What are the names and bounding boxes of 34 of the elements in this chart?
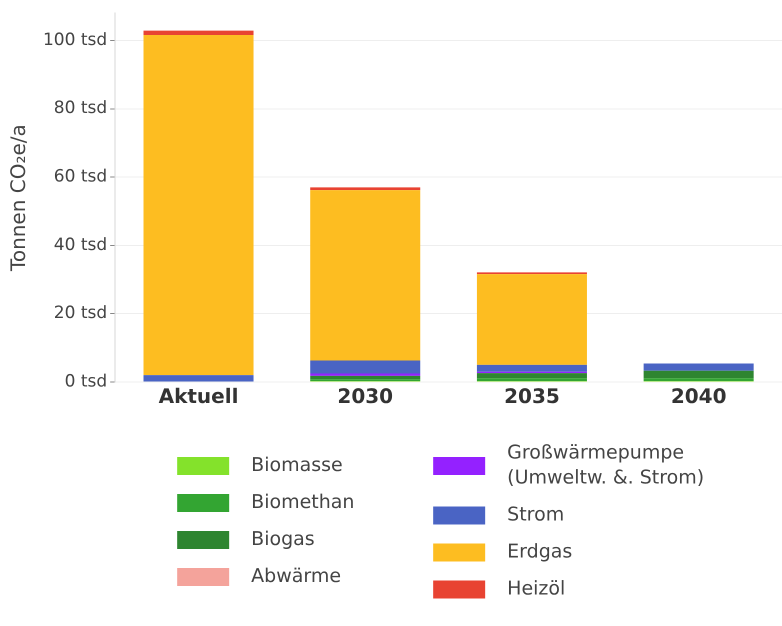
bar — [476, 378, 587, 381]
bar — [310, 190, 420, 360]
y-tick-label: 60 tsd — [54, 166, 108, 187]
x-tick-label: 2035 — [504, 384, 560, 408]
x-tick-label: 2040 — [670, 384, 726, 408]
bar — [310, 376, 420, 380]
bar — [644, 364, 754, 371]
y-tick-label: 80 tsd — [54, 98, 108, 118]
bar — [476, 373, 587, 378]
x-tick-label: Aktuell — [158, 384, 238, 408]
x-tick-label: 2030 — [337, 384, 394, 408]
y-tick-label: 100 tsd — [42, 30, 108, 50]
legend-label: Großwärmepumpe (Umweltw. &. Strom) — [507, 441, 704, 488]
legend-label: Biomasse — [251, 454, 343, 476]
y-tick-label: 20 tsd — [54, 303, 108, 324]
legend-label: Erdgas — [507, 540, 572, 562]
bar — [310, 373, 420, 376]
legend-label: Abwärme — [251, 564, 342, 587]
legend-label: Biogas — [251, 528, 315, 550]
y-axis-title: Tonnen CO₂e/a — [6, 124, 30, 272]
bar — [144, 375, 254, 382]
bar — [476, 364, 587, 372]
legend-label: Biomethan — [251, 490, 354, 513]
y-tick-label: 40 tsd — [54, 234, 108, 255]
bar — [310, 187, 420, 190]
bar — [644, 378, 754, 381]
bar — [476, 274, 587, 365]
y-tick-label: 0 tsd — [64, 371, 108, 392]
bar — [144, 35, 254, 376]
legend-label: Heizöl — [507, 577, 566, 600]
bar — [644, 370, 754, 378]
legend-label: Strom — [507, 503, 564, 526]
bar — [144, 30, 254, 36]
bar — [310, 360, 420, 374]
